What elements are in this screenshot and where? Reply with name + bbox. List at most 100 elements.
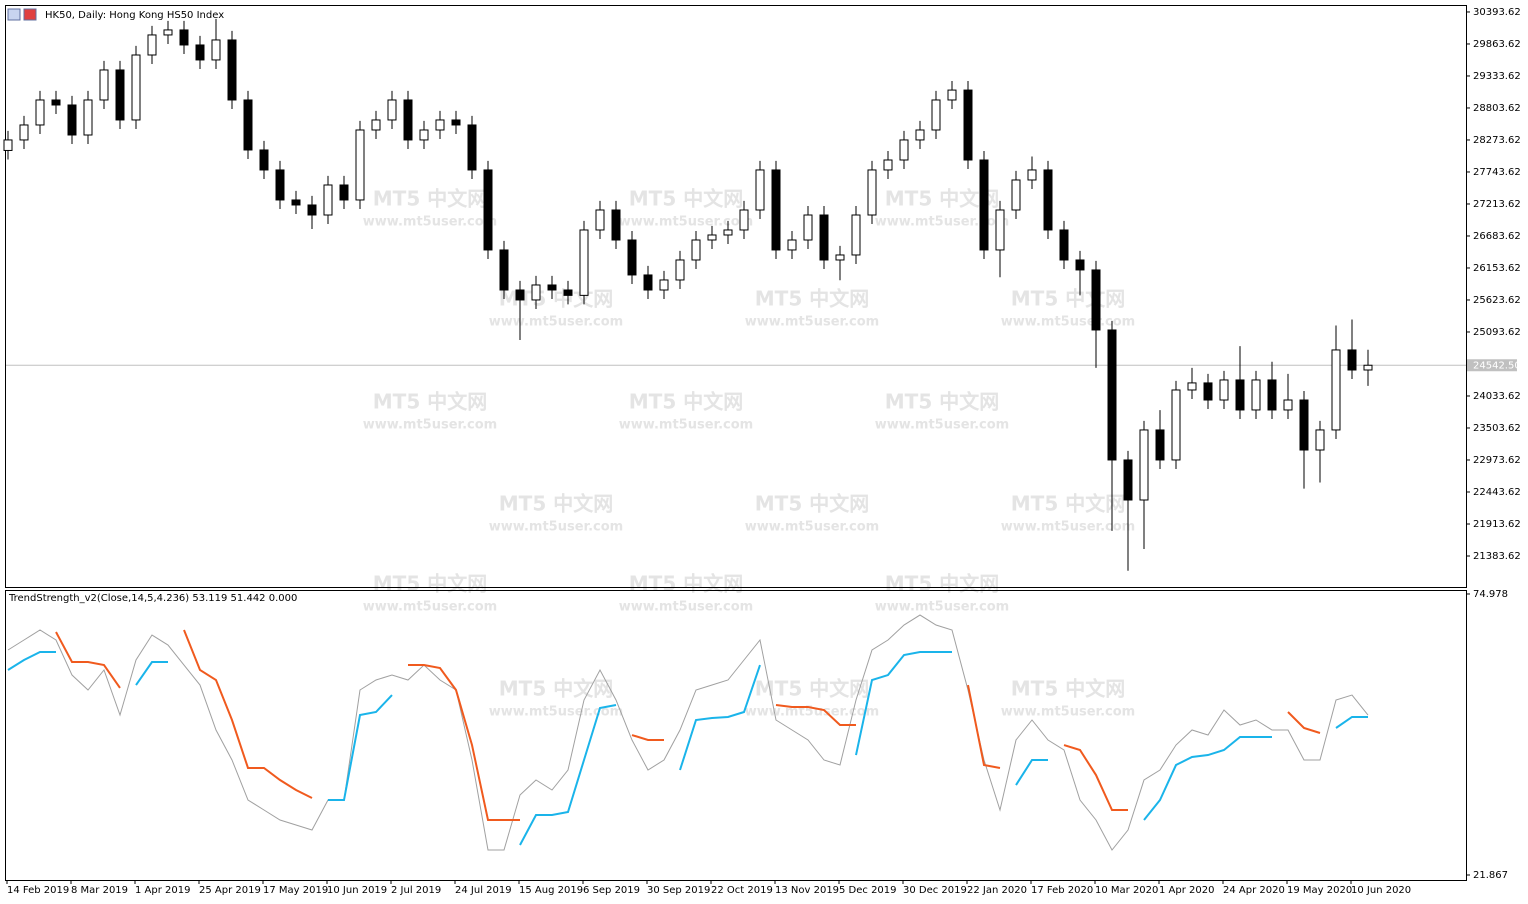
x-tick-label: 10 Jun 2020 <box>1351 885 1411 896</box>
candle-body <box>1107 329 1117 461</box>
x-tick-label: 10 Mar 2020 <box>1095 885 1158 896</box>
candle-body <box>67 104 77 136</box>
candle-body <box>995 209 1005 251</box>
y-tick-label: 27213.62 <box>1473 199 1521 210</box>
candle-body <box>643 274 653 291</box>
x-tick-label: 24 Apr 2020 <box>1223 885 1285 896</box>
candle-body <box>1059 229 1069 261</box>
candle-body <box>659 279 669 291</box>
x-tick-label: 5 Dec 2019 <box>839 885 897 896</box>
candle-body <box>227 39 237 101</box>
candle-body <box>1155 429 1165 461</box>
candle-body <box>435 119 445 131</box>
candle-body <box>163 29 173 36</box>
icon[interactable] <box>7 8 21 21</box>
candle-body <box>211 39 221 61</box>
candle-body <box>819 214 829 261</box>
candle-body <box>403 99 413 141</box>
watermarks: MT5 中文网 www.mt5user.com MT5 中文网 www.mt5user… <box>363 187 1135 720</box>
watermark-name: MT5 中文网 <box>373 187 487 211</box>
candle-body <box>99 69 109 101</box>
watermark-name: MT5 中文网 <box>885 390 999 414</box>
candle-body <box>1027 169 1037 181</box>
candle-body <box>499 249 509 291</box>
watermark-name: MT5 中文网 <box>629 187 743 211</box>
watermark-name: MT5 中文网 <box>755 677 869 701</box>
watermark-url: www.mt5user.com <box>619 418 753 433</box>
x-tick-label: 30 Sep 2019 <box>647 885 710 896</box>
candle-body <box>1123 459 1133 501</box>
y-tick-label: 24033.62 <box>1473 391 1521 402</box>
candle-body <box>291 199 301 206</box>
y-tick-label: 74.978 <box>1473 589 1508 600</box>
candle-body <box>979 159 989 251</box>
candle-body <box>1251 379 1261 411</box>
candle-body <box>803 214 813 241</box>
candle-body <box>531 284 541 301</box>
watermark-url: www.mt5user.com <box>1001 705 1135 720</box>
watermark-name: MT5 中文网 <box>755 492 869 516</box>
candle-body <box>755 169 765 211</box>
watermark-url: www.mt5user.com <box>619 600 753 615</box>
candle-body <box>467 124 477 171</box>
main-frame <box>5 5 1467 588</box>
candle-body <box>195 44 205 61</box>
watermark-name: MT5 中文网 <box>499 677 613 701</box>
x-tick-label: 17 Feb 2020 <box>1031 885 1093 896</box>
watermark-url: www.mt5user.com <box>1001 315 1135 330</box>
candle-body <box>131 54 141 121</box>
candle-body <box>547 284 557 291</box>
candle-body <box>723 229 733 236</box>
y-tick-label: 30393.62 <box>1473 7 1521 18</box>
x-tick-label: 22 Oct 2019 <box>711 885 773 896</box>
indicator-title: TrendStrength_v2(Close,14,5,4.236) 53.11… <box>8 593 297 604</box>
candle-body <box>1299 399 1309 451</box>
candle-body <box>307 204 317 216</box>
watermark-name: MT5 中文网 <box>1011 287 1125 311</box>
x-tick-label: 1 Apr 2019 <box>135 885 190 896</box>
current-price-label: 24542.50 <box>1473 360 1521 371</box>
indicator-frame <box>5 590 1467 881</box>
x-tick-label: 15 Aug 2019 <box>519 885 583 896</box>
candle-body <box>947 89 957 101</box>
candle-body <box>867 169 877 216</box>
watermark-name: MT5 中文网 <box>629 572 743 596</box>
candle-body <box>563 289 573 296</box>
candle-body <box>35 99 45 126</box>
candle-body <box>419 129 429 141</box>
candle-body <box>787 239 797 251</box>
candle-body <box>115 69 125 121</box>
candle-body <box>1075 259 1085 271</box>
x-tick-label: 19 May 2020 <box>1287 885 1352 896</box>
y-tick-label: 22973.62 <box>1473 455 1521 466</box>
chart-title: HK50, Daily: Hong Kong HS50 Index <box>45 10 224 21</box>
y-tick-label: 25093.62 <box>1473 327 1521 338</box>
candle-body <box>179 29 189 46</box>
candle-body <box>515 289 525 301</box>
watermark-url: www.mt5user.com <box>1001 520 1135 535</box>
candle-body <box>835 254 845 261</box>
candle-body <box>1347 349 1357 371</box>
candle-body <box>147 34 157 56</box>
candle-body <box>259 149 269 171</box>
x-tick-label: 30 Dec 2019 <box>903 885 967 896</box>
watermark-name: MT5 中文网 <box>1011 492 1125 516</box>
current-price-box <box>1467 359 1517 372</box>
candle-body <box>83 99 93 136</box>
x-tick-label: 10 Jun 2019 <box>327 885 387 896</box>
candle-body <box>51 99 61 106</box>
candle-body <box>579 229 589 296</box>
y-tick-label: 23503.62 <box>1473 423 1521 434</box>
watermark-url: www.mt5user.com <box>489 315 623 330</box>
candle-body <box>691 239 701 261</box>
icon[interactable] <box>23 8 37 21</box>
candle-body <box>451 119 461 126</box>
candle-body <box>707 234 717 241</box>
candle-body <box>611 209 621 241</box>
y-tick-label: 25623.62 <box>1473 295 1521 306</box>
x-tick-label: 14 Feb 2019 <box>7 885 69 896</box>
y-tick-label: 26153.62 <box>1473 263 1521 274</box>
candle-body <box>1283 399 1293 411</box>
y-tick-label: 21.867 <box>1473 870 1508 881</box>
